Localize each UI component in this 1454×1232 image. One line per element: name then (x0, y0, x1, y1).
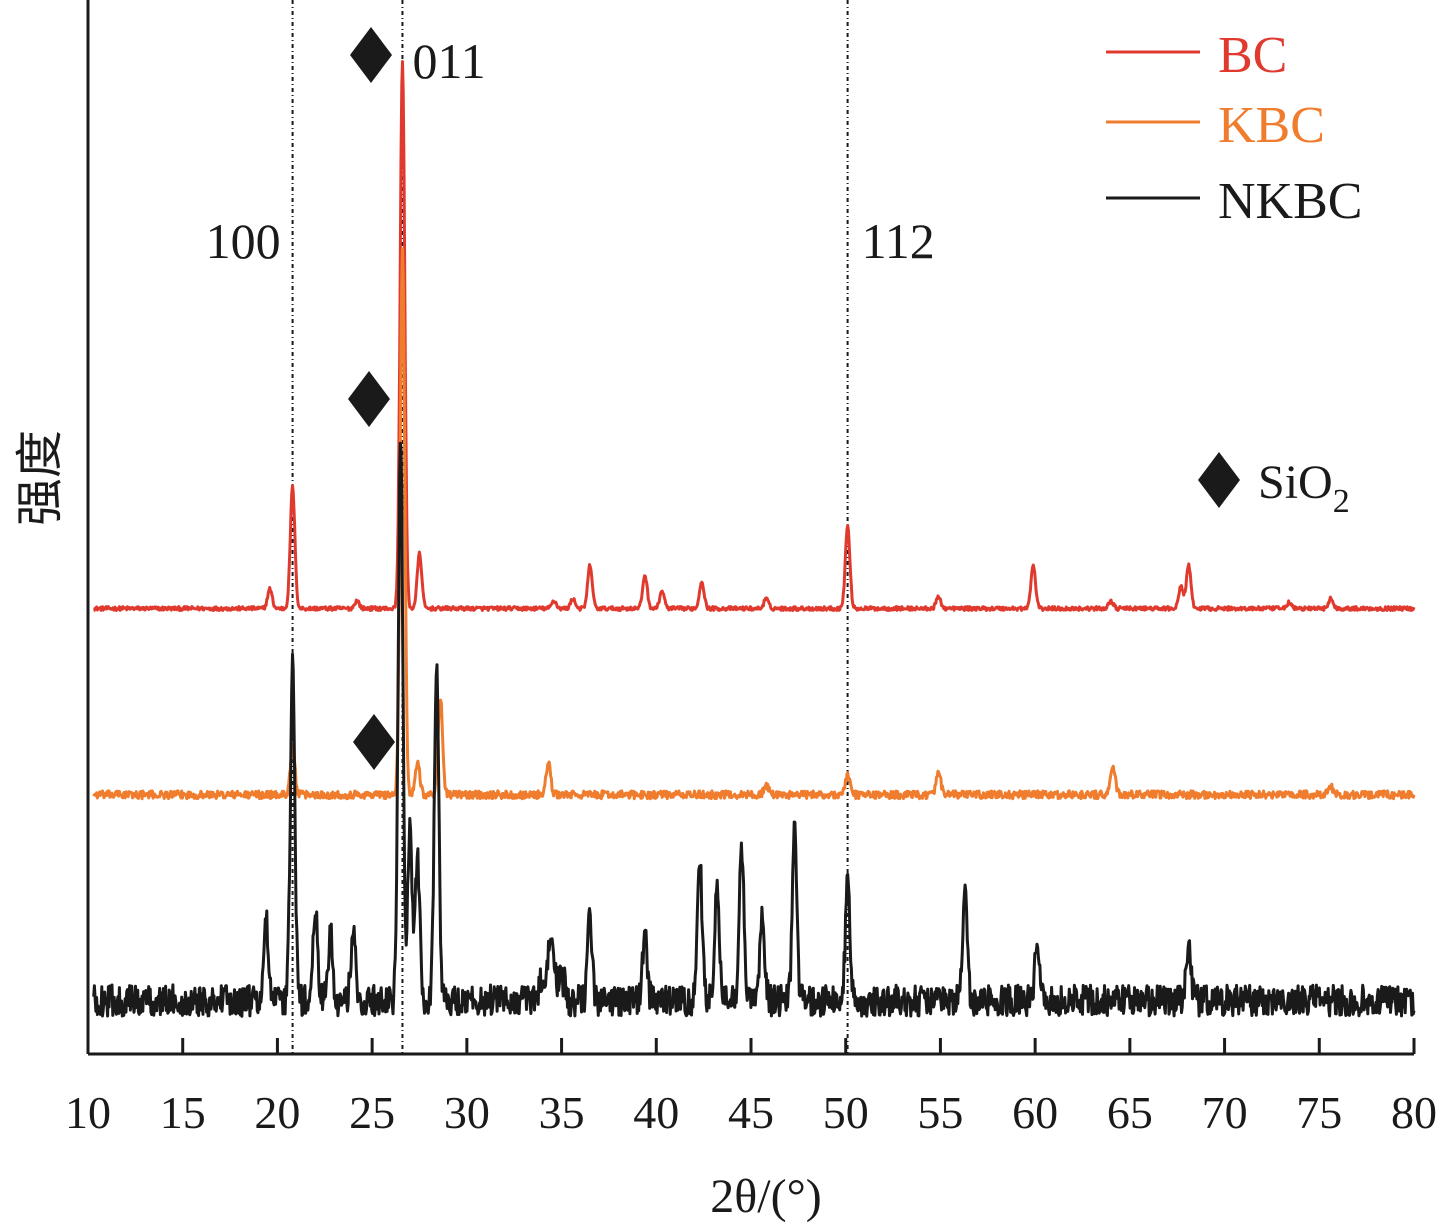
sio2-diamond-marker (353, 714, 395, 770)
x-tick-label: 25 (349, 1087, 395, 1138)
y-axis-title: 强度 (14, 430, 67, 526)
x-tick-label: 20 (254, 1087, 300, 1138)
peak-label-011: 011 (412, 33, 485, 89)
x-tick-label: 55 (917, 1087, 963, 1138)
peak-label-100: 100 (206, 213, 281, 269)
sio2-diamond-marker (1198, 452, 1240, 508)
series-line-bc (92, 60, 1416, 612)
x-tick-label: 80 (1391, 1087, 1437, 1138)
peak-annotations: 100 011 112 (206, 27, 935, 770)
x-tick-label: 15 (160, 1087, 206, 1138)
legend: BC KBC NKBC (1106, 27, 1362, 230)
axes (86, 0, 1414, 1056)
x-tick-label: 45 (728, 1087, 774, 1138)
x-tick-label: 60 (1012, 1087, 1058, 1138)
series-line-kbc (92, 247, 1416, 801)
x-axis-title: 2θ/(°) (710, 1170, 822, 1223)
reference-lines (291, 0, 849, 1054)
legend-label-nkbc: NKBC (1218, 173, 1362, 230)
series-line-nkbc (92, 441, 1416, 1018)
sio2-diamond-marker (348, 371, 390, 427)
x-tick-label: 40 (633, 1087, 679, 1138)
x-tick-label: 30 (444, 1087, 490, 1138)
x-tick-label: 50 (823, 1087, 869, 1138)
x-tick-label: 35 (539, 1087, 585, 1138)
sio2-diamond-marker (350, 27, 392, 83)
series-layer (92, 60, 1416, 1018)
legend-label-kbc: KBC (1218, 97, 1325, 154)
peak-label-112: 112 (862, 213, 935, 269)
x-ticks: 10 15 20 25 30 35 40 45 50 55 60 65 70 75 80 (65, 1038, 1437, 1138)
x-tick-label: 10 (65, 1087, 111, 1138)
x-tick-label: 65 (1107, 1087, 1153, 1138)
legend-label-bc: BC (1218, 27, 1287, 84)
sio2-marker-legend: SiO2 (1198, 452, 1350, 520)
x-tick-label: 75 (1296, 1087, 1342, 1138)
x-tick-label: 70 (1202, 1087, 1248, 1138)
sio2-legend-label: SiO2 (1258, 456, 1350, 520)
